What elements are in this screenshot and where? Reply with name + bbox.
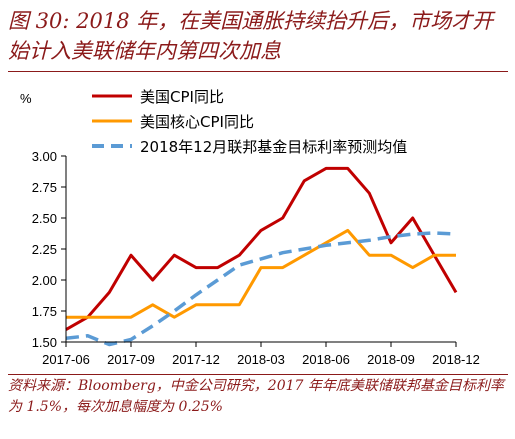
figure-source: 资料来源：Bloomberg，中金公司研究，2017 年年底美联储联邦基金目标利… bbox=[8, 378, 504, 415]
legend-label-3: 2018年12月联邦基金目标利率预测均值 bbox=[140, 138, 407, 156]
y-axis: 3.00 2.75 2.50 2.25 2.00 1.75 1.50 bbox=[32, 149, 67, 350]
legend-label-1: 美国CPI同比 bbox=[140, 88, 224, 106]
x-tick-label: 2017-06 bbox=[42, 352, 90, 367]
y-tick-label: 2.25 bbox=[32, 242, 57, 257]
y-tick-label: 2.50 bbox=[32, 211, 57, 226]
title-divider bbox=[8, 71, 508, 72]
y-tick-label: 1.50 bbox=[32, 335, 57, 350]
legend-label-2: 美国核心CPI同比 bbox=[140, 113, 254, 131]
series-line-3 bbox=[65, 231, 457, 347]
series-line-1 bbox=[65, 166, 458, 331]
y-tick-label: 2.00 bbox=[32, 273, 57, 288]
x-tick-label: 2017-09 bbox=[107, 352, 155, 367]
x-tick-label: 2017-12 bbox=[172, 352, 220, 367]
x-tick-label: 2018-12 bbox=[432, 352, 480, 367]
plot-area bbox=[65, 166, 458, 347]
x-axis: 2017-06 2017-09 2017-12 2018-03 2018-06 2018-… bbox=[42, 341, 480, 367]
figure-title: 图 30: 2018 年，在美国通胀持续抬升后，市场才开始计入美联储年内第四次加… bbox=[8, 9, 494, 63]
x-tick-label: 2018-06 bbox=[302, 352, 350, 367]
source-divider bbox=[8, 374, 508, 375]
x-tick-label: 2018-03 bbox=[237, 352, 285, 367]
y-tick-label: 3.00 bbox=[32, 149, 57, 164]
y-tick-label: 1.75 bbox=[32, 304, 57, 319]
y-tick-label: 2.75 bbox=[32, 180, 57, 195]
x-tick-label: 2018-09 bbox=[367, 352, 415, 367]
y-unit-label: % bbox=[20, 91, 32, 106]
series-line-2 bbox=[66, 228, 456, 319]
